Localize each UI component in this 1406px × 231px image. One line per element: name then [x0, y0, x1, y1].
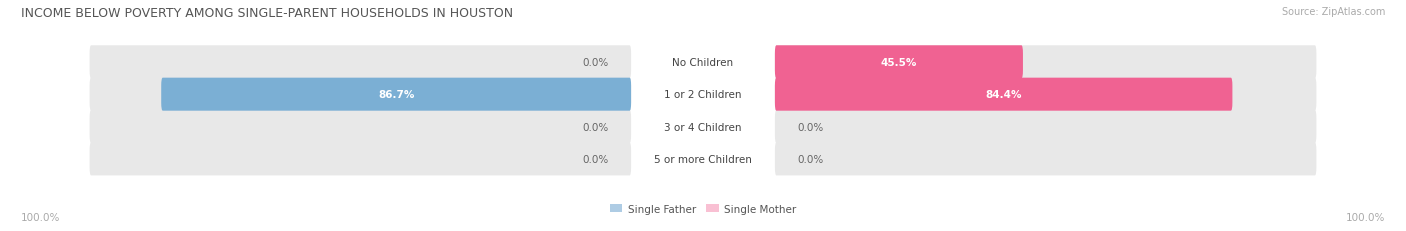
Text: 100.0%: 100.0% — [1346, 212, 1385, 222]
FancyBboxPatch shape — [162, 78, 631, 111]
Text: 45.5%: 45.5% — [880, 58, 917, 67]
Text: 1 or 2 Children: 1 or 2 Children — [664, 90, 742, 100]
Text: 3 or 4 Children: 3 or 4 Children — [664, 122, 742, 132]
Text: 0.0%: 0.0% — [582, 122, 609, 132]
Text: INCOME BELOW POVERTY AMONG SINGLE-PARENT HOUSEHOLDS IN HOUSTON: INCOME BELOW POVERTY AMONG SINGLE-PARENT… — [21, 7, 513, 20]
Text: 86.7%: 86.7% — [378, 90, 415, 100]
FancyBboxPatch shape — [90, 46, 631, 79]
FancyBboxPatch shape — [775, 46, 1316, 79]
Text: 0.0%: 0.0% — [797, 122, 824, 132]
FancyBboxPatch shape — [90, 78, 631, 111]
Text: No Children: No Children — [672, 58, 734, 67]
Text: 0.0%: 0.0% — [582, 154, 609, 164]
Text: 100.0%: 100.0% — [21, 212, 60, 222]
FancyBboxPatch shape — [775, 111, 1316, 143]
Text: 84.4%: 84.4% — [986, 90, 1022, 100]
FancyBboxPatch shape — [90, 143, 631, 176]
Legend: Single Father, Single Mother: Single Father, Single Mother — [610, 204, 796, 214]
FancyBboxPatch shape — [775, 78, 1233, 111]
Text: 0.0%: 0.0% — [797, 154, 824, 164]
Text: 0.0%: 0.0% — [582, 58, 609, 67]
Text: Source: ZipAtlas.com: Source: ZipAtlas.com — [1281, 7, 1385, 17]
FancyBboxPatch shape — [775, 143, 1316, 176]
Text: 5 or more Children: 5 or more Children — [654, 154, 752, 164]
FancyBboxPatch shape — [90, 111, 631, 143]
FancyBboxPatch shape — [775, 78, 1316, 111]
FancyBboxPatch shape — [775, 46, 1024, 79]
